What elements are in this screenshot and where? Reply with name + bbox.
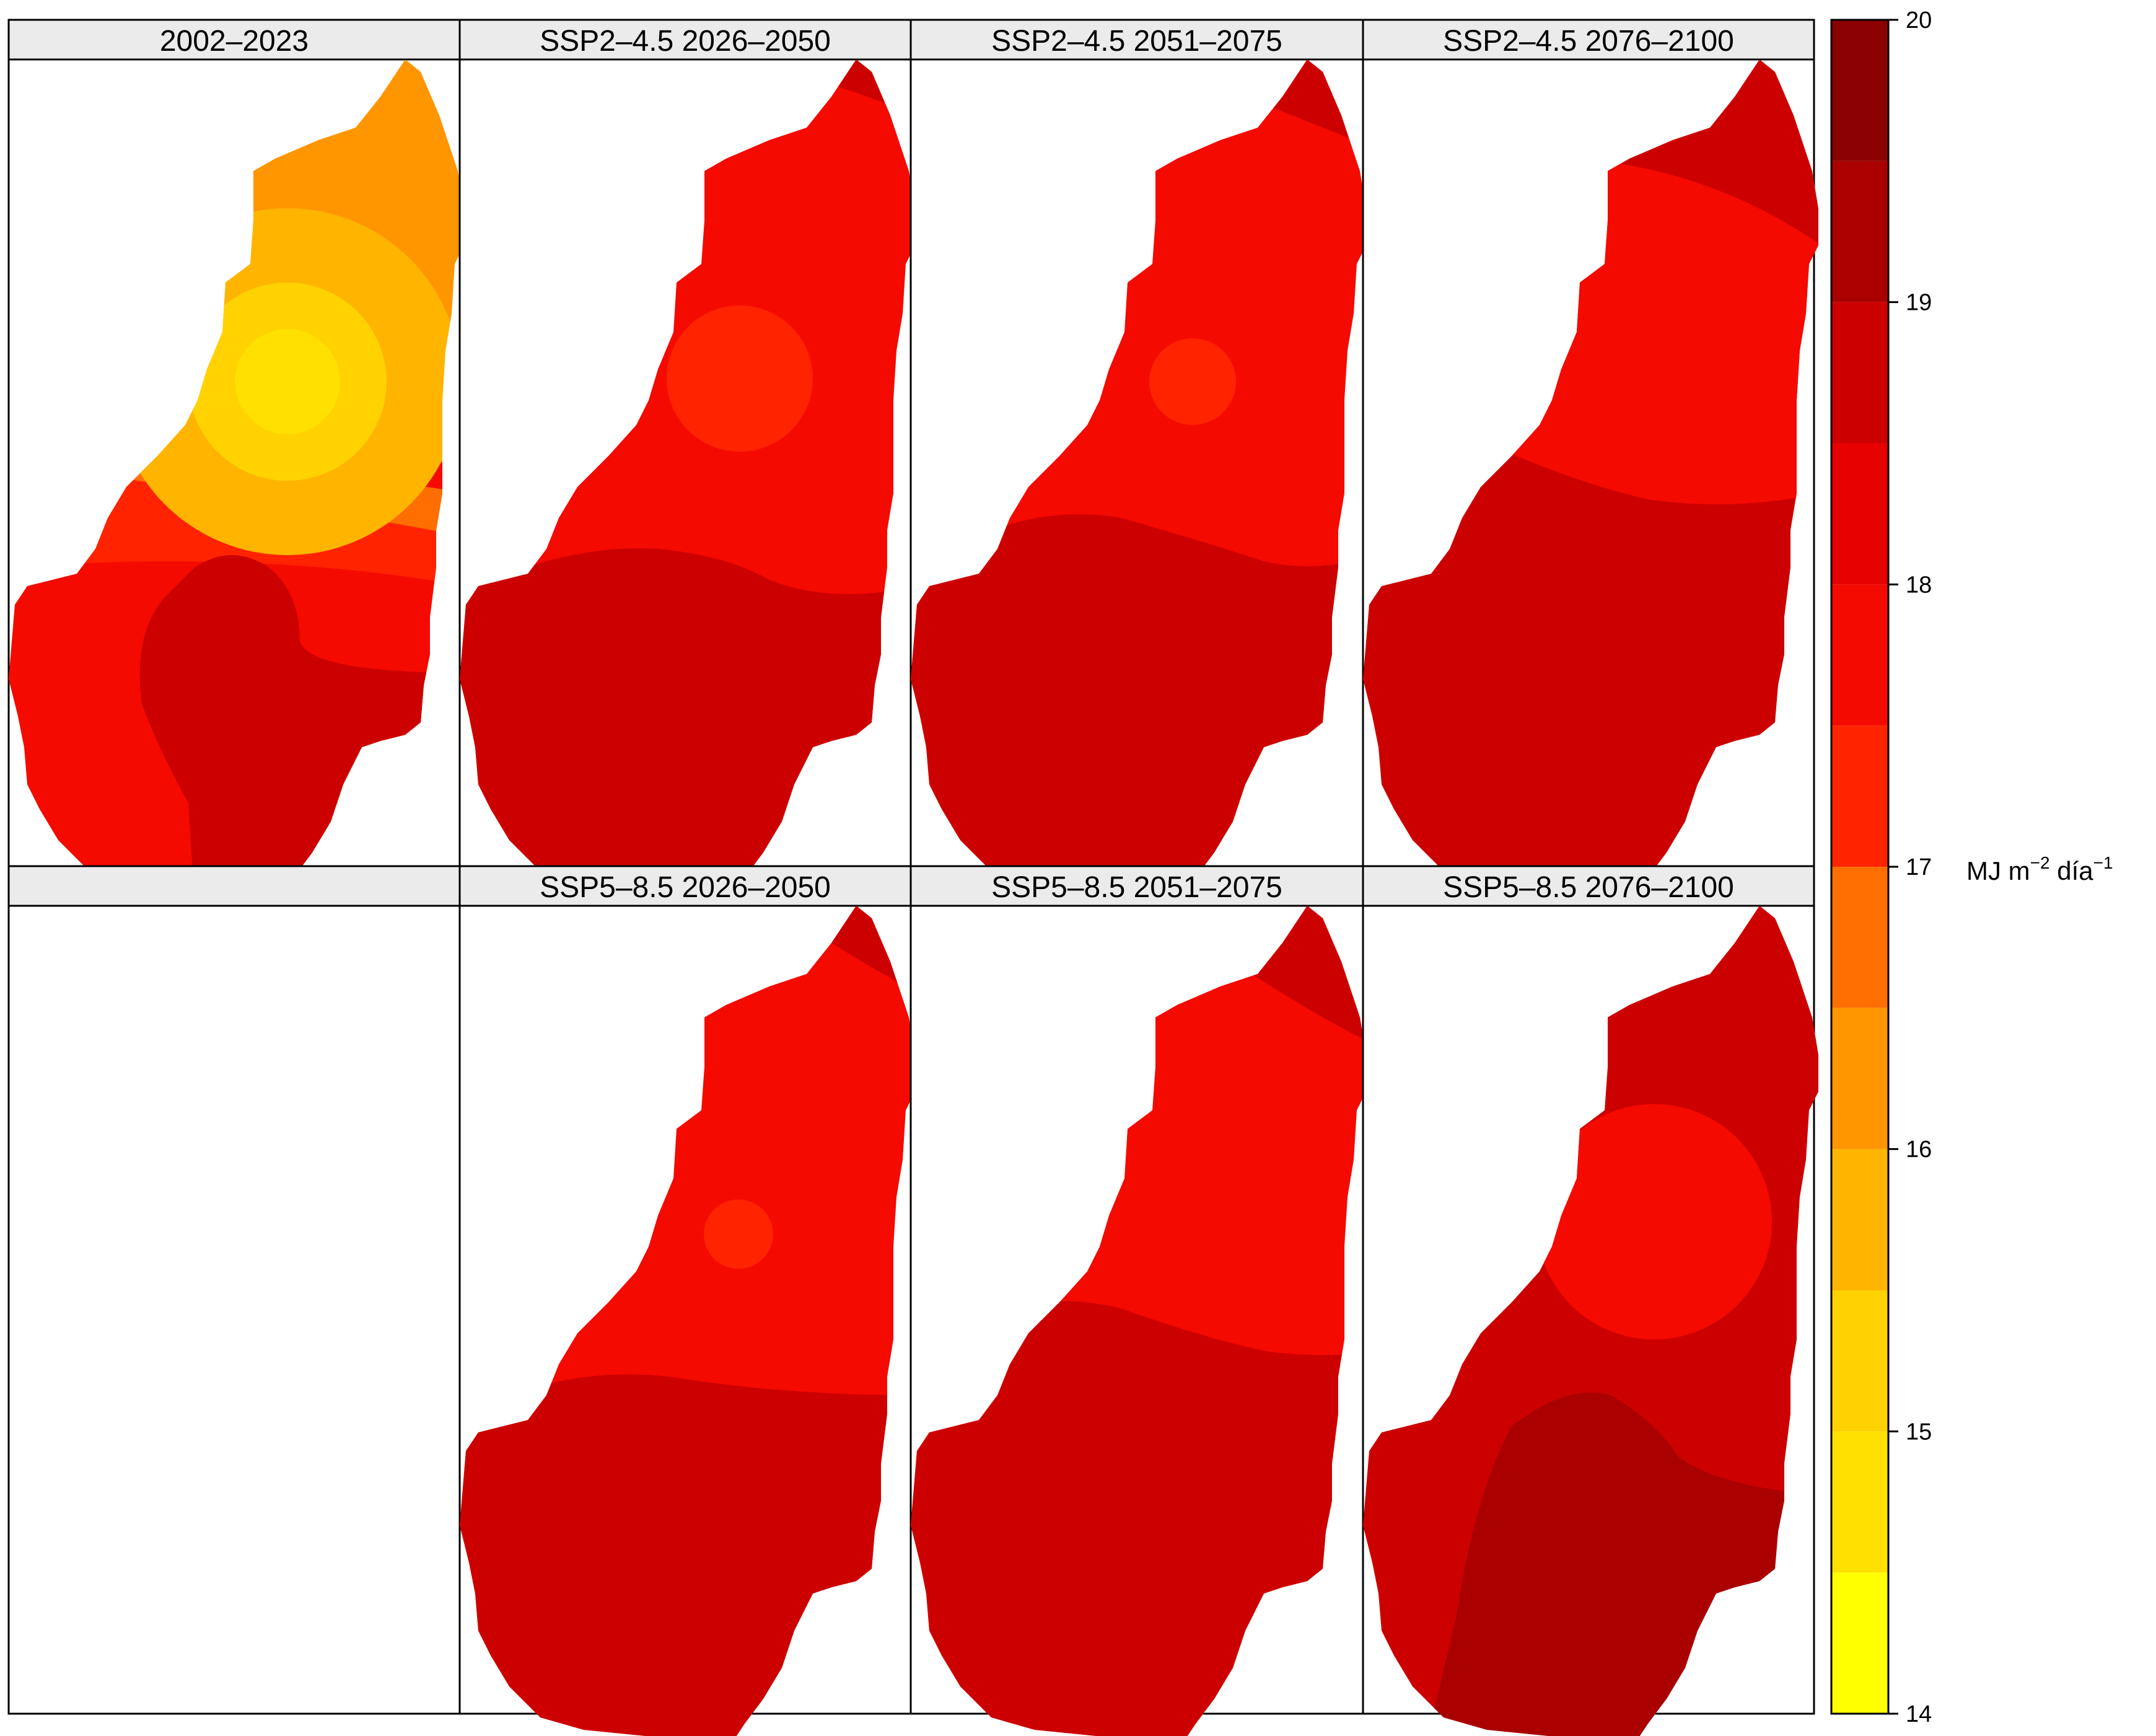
zone-center xyxy=(1536,1104,1772,1339)
colorbar-bin xyxy=(1831,867,1888,1008)
panel-header-bg xyxy=(909,19,1364,61)
panel-2002-2023: 2002–2023 xyxy=(7,19,464,896)
panel-header-bg xyxy=(458,19,912,61)
colorbar-tick-label: 14 xyxy=(1906,1701,1932,1727)
panel-empty xyxy=(7,865,461,1715)
colorbar-bin xyxy=(1831,302,1888,444)
panel-frame xyxy=(7,905,461,1715)
unit-exp-1: −2 xyxy=(2030,853,2050,872)
zone-core xyxy=(667,305,813,452)
panel-grid: 2002–2023 SSP2–4.5 2026–2050 xyxy=(7,19,1818,1736)
colorbar-tick-label: 18 xyxy=(1906,572,1932,598)
panel-ssp245-2076-2100: SSP2–4.5 2076–2100 xyxy=(1362,19,1818,896)
panel-header-bg xyxy=(7,865,461,907)
colorbar-tick-label: 16 xyxy=(1906,1137,1932,1163)
colorbar-bin xyxy=(1831,584,1888,726)
unit-mid: día xyxy=(2050,856,2094,885)
panel-ssp585-2076-2100: SSP5–8.5 2076–2100 xyxy=(1362,865,1818,1736)
zone-core xyxy=(1149,338,1236,425)
unit-label: MJ m−2 día−1 xyxy=(1966,853,2113,885)
colorbar-bin xyxy=(1831,1290,1888,1432)
colorbar-bin xyxy=(1831,160,1888,302)
colorbar-bin xyxy=(1831,1572,1888,1714)
panel-title: SSP2–4.5 2026–2050 xyxy=(540,25,831,58)
panel-header-bg xyxy=(909,865,1364,907)
panel-header-bg xyxy=(458,865,912,907)
colorbar-legend: 14 15 16 17 18 19 20 MJ m−2 día−1 xyxy=(1830,7,2113,1727)
panel-title: SSP5–8.5 2026–2050 xyxy=(540,871,831,904)
panel-ssp585-2026-2050: SSP5–8.5 2026–2050 xyxy=(458,865,915,1736)
colorbar-bin xyxy=(1831,443,1888,585)
panel-ssp245-2051-2075: SSP2–4.5 2051–2075 xyxy=(909,19,1366,896)
unit-main: MJ m xyxy=(1966,856,2030,885)
zone-core xyxy=(704,1199,773,1269)
colorbar-bin xyxy=(1831,1431,1888,1573)
panel-title: SSP5–8.5 2076–2100 xyxy=(1443,871,1734,904)
colorbar-ticks: 14 15 16 17 18 19 20 xyxy=(1888,7,1932,1727)
panel-title: 2002–2023 xyxy=(160,25,309,58)
colorbar-bin xyxy=(1831,1007,1888,1149)
panel-title: SSP2–4.5 2076–2100 xyxy=(1443,25,1734,58)
panel-header-bg xyxy=(7,19,461,61)
colorbar-bin xyxy=(1831,20,1888,161)
colorbar-tick-label: 17 xyxy=(1906,854,1932,880)
unit-exp-2: −1 xyxy=(2093,853,2113,872)
colorbar-tick-label: 15 xyxy=(1906,1419,1932,1445)
colorbar-bin xyxy=(1831,1149,1888,1291)
panel-ssp245-2026-2050: SSP2–4.5 2026–2050 xyxy=(458,19,915,896)
panel-ssp585-2051-2075: SSP5–8.5 2051–2075 xyxy=(909,865,1366,1736)
zone-core xyxy=(235,329,340,434)
panel-title: SSP5–8.5 2051–2075 xyxy=(991,871,1282,904)
colorbar-bins xyxy=(1831,20,1888,1714)
panel-title: SSP2–4.5 2051–2075 xyxy=(991,25,1282,58)
colorbar-tick-label: 19 xyxy=(1906,290,1932,316)
colorbar-bin xyxy=(1831,726,1888,867)
colorbar-tick-label: 20 xyxy=(1906,7,1932,33)
